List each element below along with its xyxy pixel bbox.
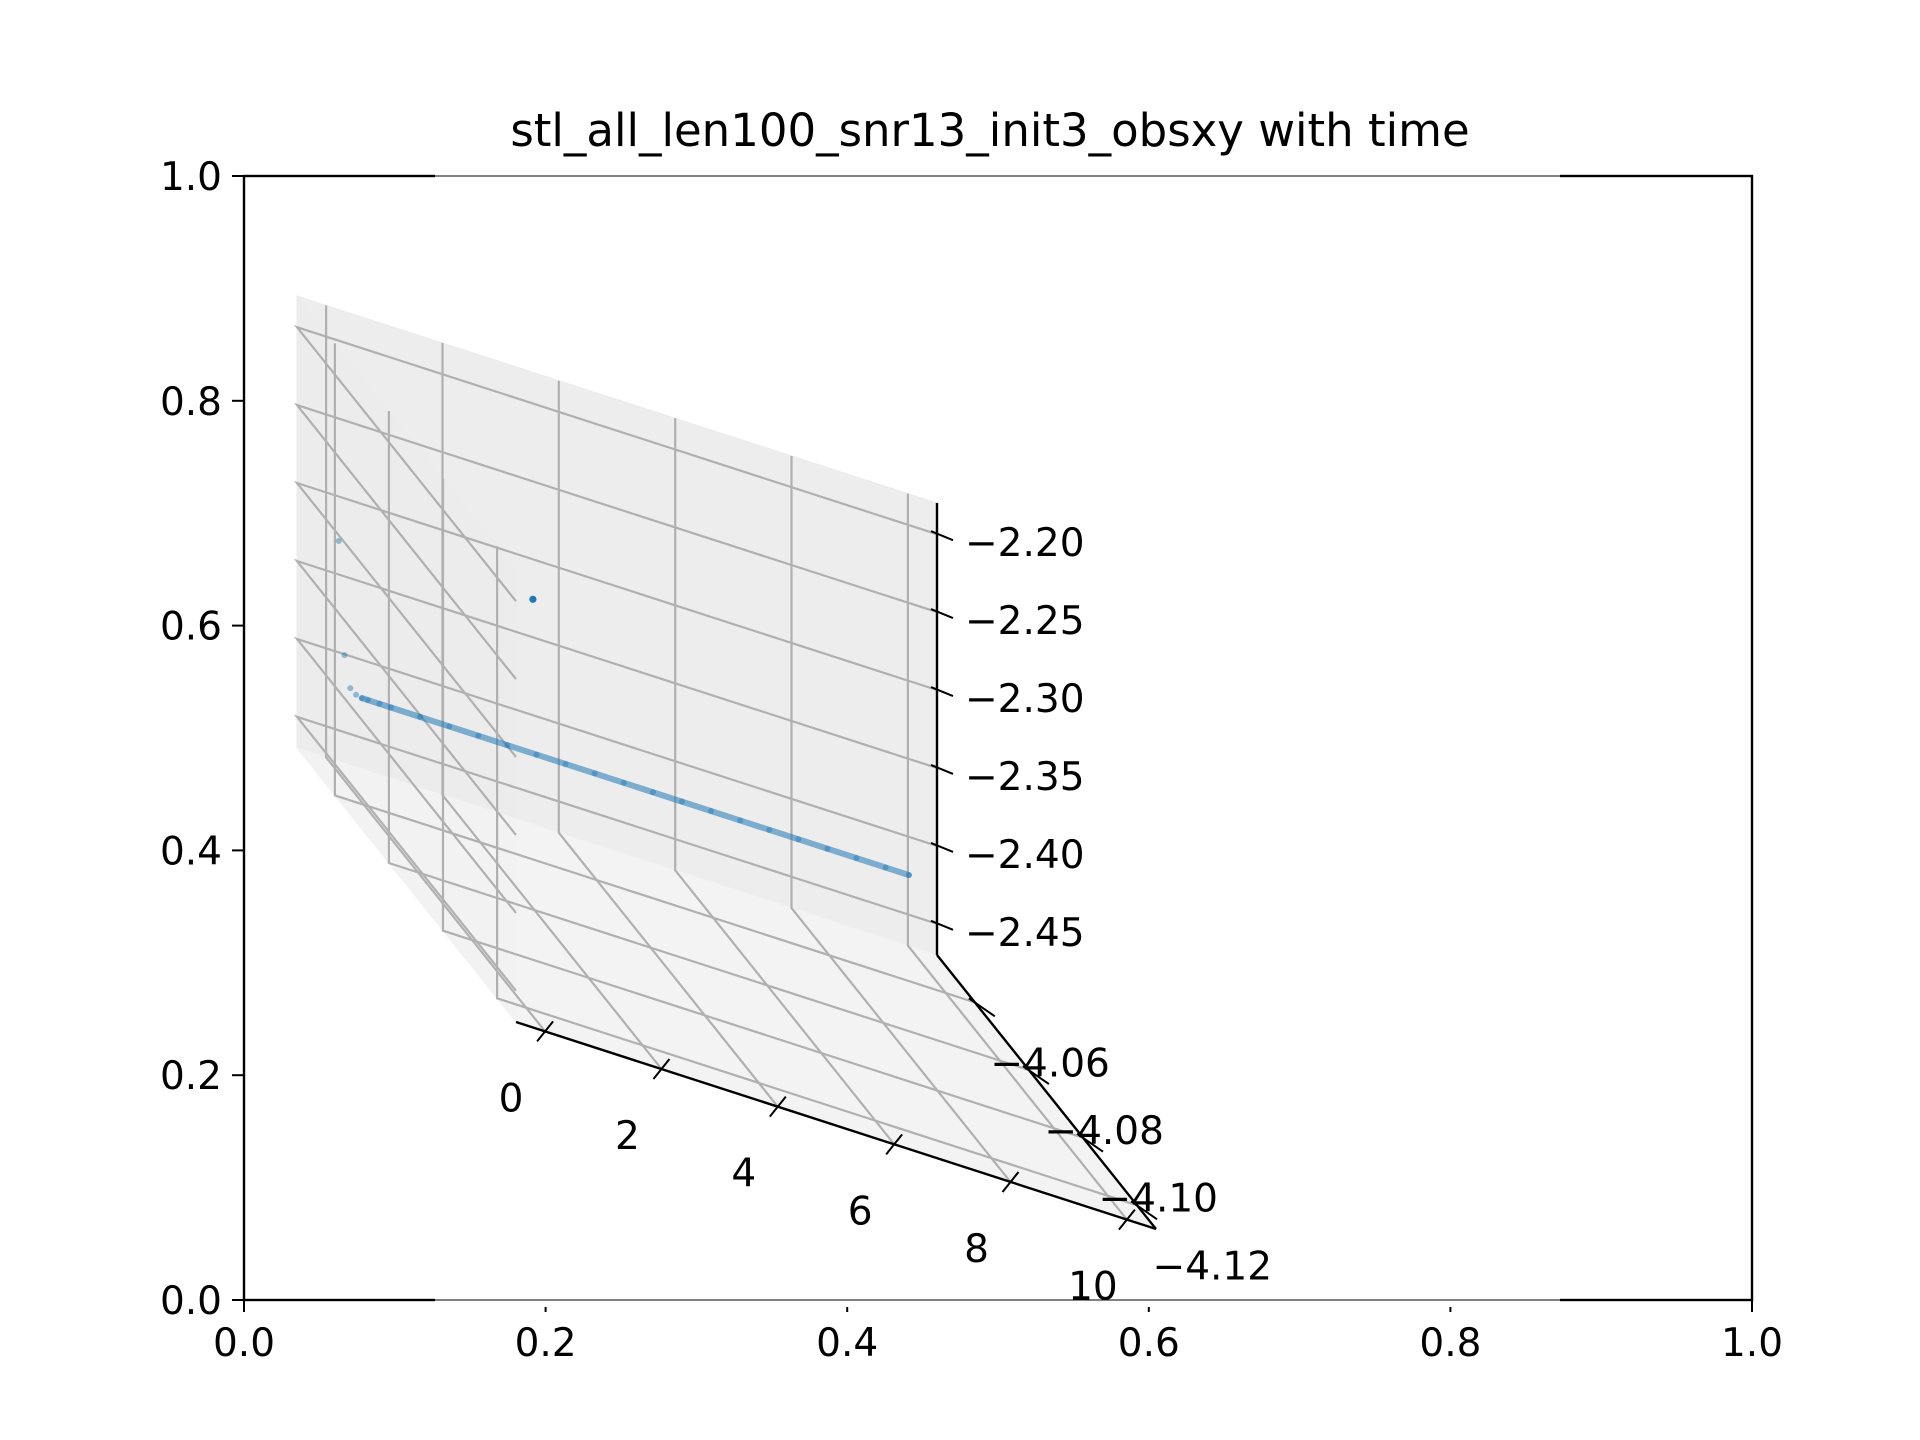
z-tick-label: −2.45: [965, 911, 1085, 956]
z-tick-label: −2.40: [965, 833, 1085, 878]
x-tick-label: −4.08: [1044, 1109, 1164, 1154]
time-tick-mark: [1001, 1171, 1020, 1193]
host-x-tick-label: 0.2: [515, 1321, 577, 1366]
host-x-tick-label: 0.8: [1419, 1321, 1481, 1366]
x-tick-mark: [968, 997, 996, 1018]
grid-line-z: [293, 636, 938, 914]
host-y-tick-label: 0.8: [160, 380, 222, 425]
grid-line-z: [293, 480, 938, 758]
data-point: [529, 595, 537, 603]
time-tick-mark: [652, 1058, 671, 1080]
z-tick-mark: [930, 686, 954, 697]
grid-line-x: [496, 546, 1138, 1207]
x-tick-label: −4.06: [990, 1041, 1110, 1086]
host-y-tick-label: 0.4: [160, 829, 222, 874]
data-point: [335, 538, 342, 544]
dense-point-trail: [358, 695, 912, 879]
host-x-tick-label: 0.6: [1118, 1321, 1180, 1366]
x-tick-label: −4.10: [1098, 1177, 1218, 1222]
host-y-tick-label: 0.2: [160, 1054, 222, 1099]
data-points: [335, 538, 912, 879]
z-tick-mark: [930, 530, 954, 542]
host-axes: 0.0 0.2 0.4 0.6 0.8 1.0 0.0 0.2 0.4 0.6 0.8 1.0: [160, 155, 1783, 1366]
z-tick-label: −2.30: [965, 677, 1085, 722]
host-x-tick-label: 0.0: [213, 1321, 275, 1366]
time-tick-label: 4: [731, 1152, 756, 1197]
data-point: [353, 691, 360, 698]
host-y-tick-label: 0.6: [160, 605, 222, 650]
grid-line-z: [293, 402, 938, 680]
time-tick-mark: [536, 1020, 554, 1043]
time-tick-mark: [885, 1133, 903, 1155]
3d-panes: [295, 294, 1158, 1230]
time-tick-label: 8: [964, 1227, 989, 1272]
host-y-tick-label: 1.0: [160, 155, 222, 200]
x-tick-mark: [1076, 1132, 1104, 1153]
z-tick-mark: [930, 919, 954, 931]
z-tick-mark: [930, 841, 954, 853]
z-tick-mark: [930, 608, 954, 620]
time-tick-label: 6: [848, 1189, 873, 1234]
time-tick-label: 10: [1068, 1265, 1118, 1310]
grid-line-x: [387, 411, 1030, 1072]
3d-ticks: 0 2 4 6 8 10 −4.06 −4.08 −4.10 −4.12 −2.20 −2.25 −2.…: [499, 521, 1272, 1309]
time-tick-mark: [1118, 1208, 1136, 1231]
3d-gridlines: [293, 305, 1138, 1221]
grid-line-z: [293, 558, 938, 836]
grid-line-z: [293, 714, 938, 992]
host-x-tick-label: 0.4: [816, 1321, 878, 1366]
z-tick-label: −2.35: [965, 755, 1085, 800]
x-tick-mark: [1130, 1200, 1158, 1221]
x-tick-mark: [1022, 1065, 1050, 1085]
x-tick-label: −4.12: [1153, 1244, 1273, 1289]
chart-title: stl_all_len100_snr13_init3_obsxy with ti…: [510, 104, 1469, 157]
grid-line-x: [441, 478, 1084, 1139]
host-x-tick-label: 1.0: [1721, 1321, 1783, 1366]
z-tick-label: −2.25: [965, 599, 1085, 644]
z-tick-mark: [930, 764, 954, 775]
time-axis-line: [515, 1020, 1157, 1231]
z-tick-label: −2.20: [965, 521, 1085, 566]
time-tick-label: 2: [615, 1114, 640, 1159]
host-y-tick-label: 0.0: [160, 1279, 222, 1324]
grid-line-z: [293, 325, 938, 602]
grid-line-x: [333, 343, 976, 1004]
time-tick-label: 0: [499, 1076, 524, 1121]
data-point: [347, 685, 354, 692]
data-point: [341, 652, 348, 659]
time-tick-mark: [769, 1096, 787, 1118]
